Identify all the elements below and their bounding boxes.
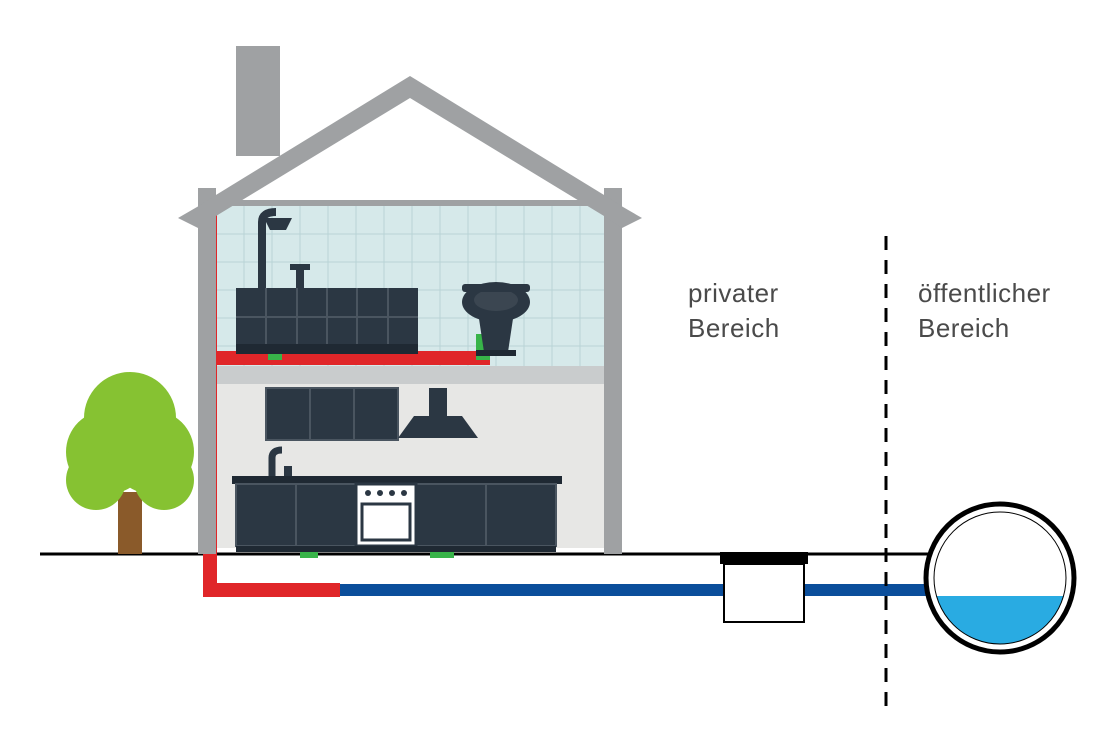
label-private-line1: privater	[688, 276, 780, 311]
label-public-line2: Bereich	[918, 311, 1051, 346]
label-public-line1: öffentlicher	[918, 276, 1051, 311]
label-private-line2: Bereich	[688, 311, 780, 346]
sewer-main	[926, 504, 1074, 676]
label-public-area: öffentlicher Bereich	[918, 276, 1051, 346]
inspection-box	[720, 552, 808, 622]
blue-pipe	[340, 584, 936, 596]
label-private-area: privater Bereich	[688, 276, 780, 346]
diagram-canvas: privater Bereich öffentlicher Bereich	[0, 0, 1112, 746]
tree	[66, 372, 194, 554]
oven-icon	[356, 484, 416, 546]
floor-divider	[216, 366, 604, 384]
diagram-svg	[0, 0, 1112, 746]
